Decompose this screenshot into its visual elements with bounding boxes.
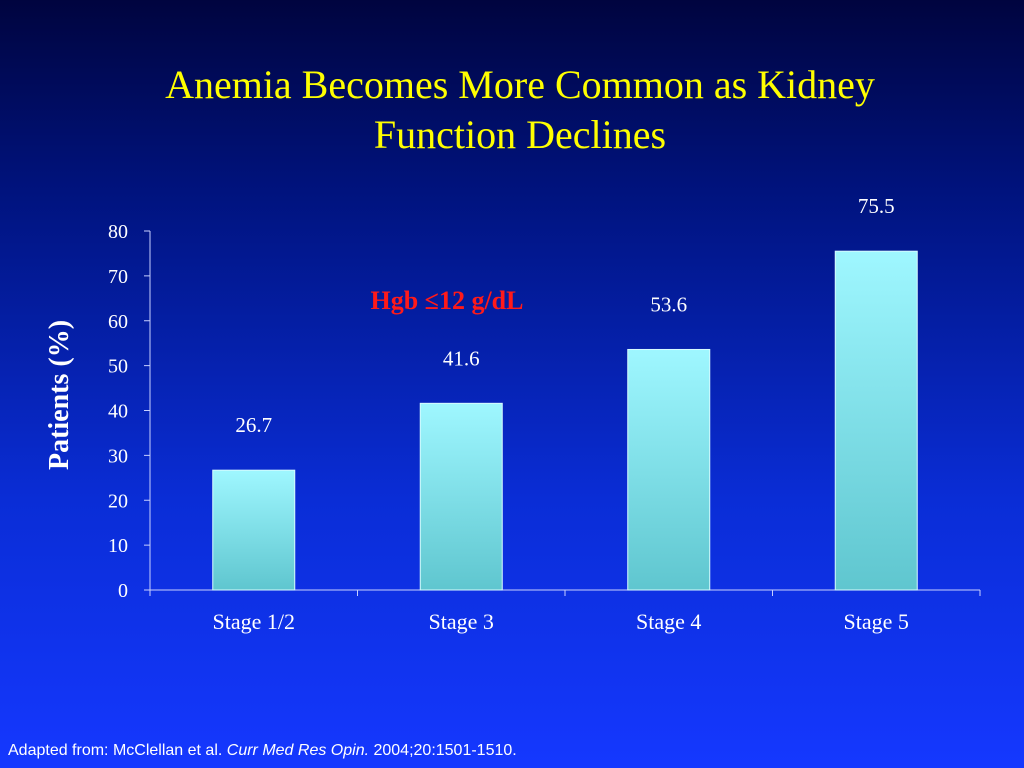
y-axis-title: Patients (%) <box>44 320 75 470</box>
bar <box>212 469 296 591</box>
x-tick-label: Stage 3 <box>429 609 494 634</box>
y-tick-label: 60 <box>108 311 128 333</box>
source-footnote: Adapted from: McClellan et al. Curr Med … <box>8 742 517 760</box>
bar-value-label: 53.6 <box>650 292 687 316</box>
bar <box>834 250 918 591</box>
y-tick-label: 0 <box>118 580 128 602</box>
slide-title: Anemia Becomes More Common as Kidney Fun… <box>60 60 980 160</box>
footnote-suffix: 2004;20:1501-1510. <box>369 742 517 759</box>
slide-title-line-2: Function Declines <box>373 112 667 157</box>
y-tick-label: 30 <box>108 445 128 467</box>
x-tick-label: Stage 4 <box>636 609 701 634</box>
bar <box>627 348 711 591</box>
footnote-journal: Curr Med Res Opin. <box>226 742 370 759</box>
y-tick-label: 50 <box>108 356 128 378</box>
y-tick-label: 40 <box>108 401 128 423</box>
x-tick-label: Stage 5 <box>844 609 909 634</box>
y-tick-label: 80 <box>108 221 128 243</box>
x-tick-label: Stage 1/2 <box>213 609 296 634</box>
bar-value-label: 75.5 <box>858 194 895 218</box>
bar-value-label: 26.7 <box>235 413 272 437</box>
bar <box>419 402 503 591</box>
y-tick-label: 10 <box>108 535 128 557</box>
footnote-prefix: Adapted from: McClellan et al. <box>8 742 227 759</box>
bar-chart: 0 10 20 30 40 50 60 70 80 26.7 Stage 1/2 41.6 Stage … <box>44 194 981 634</box>
y-tick-label: 70 <box>108 266 128 288</box>
slide-title-line-1: Anemia Becomes More Common as Kidney <box>165 62 875 107</box>
bar-value-label: 41.6 <box>443 346 480 370</box>
y-tick-label: 20 <box>108 490 128 512</box>
threshold-annotation: Hgb ≤12 g/dL <box>371 286 524 315</box>
